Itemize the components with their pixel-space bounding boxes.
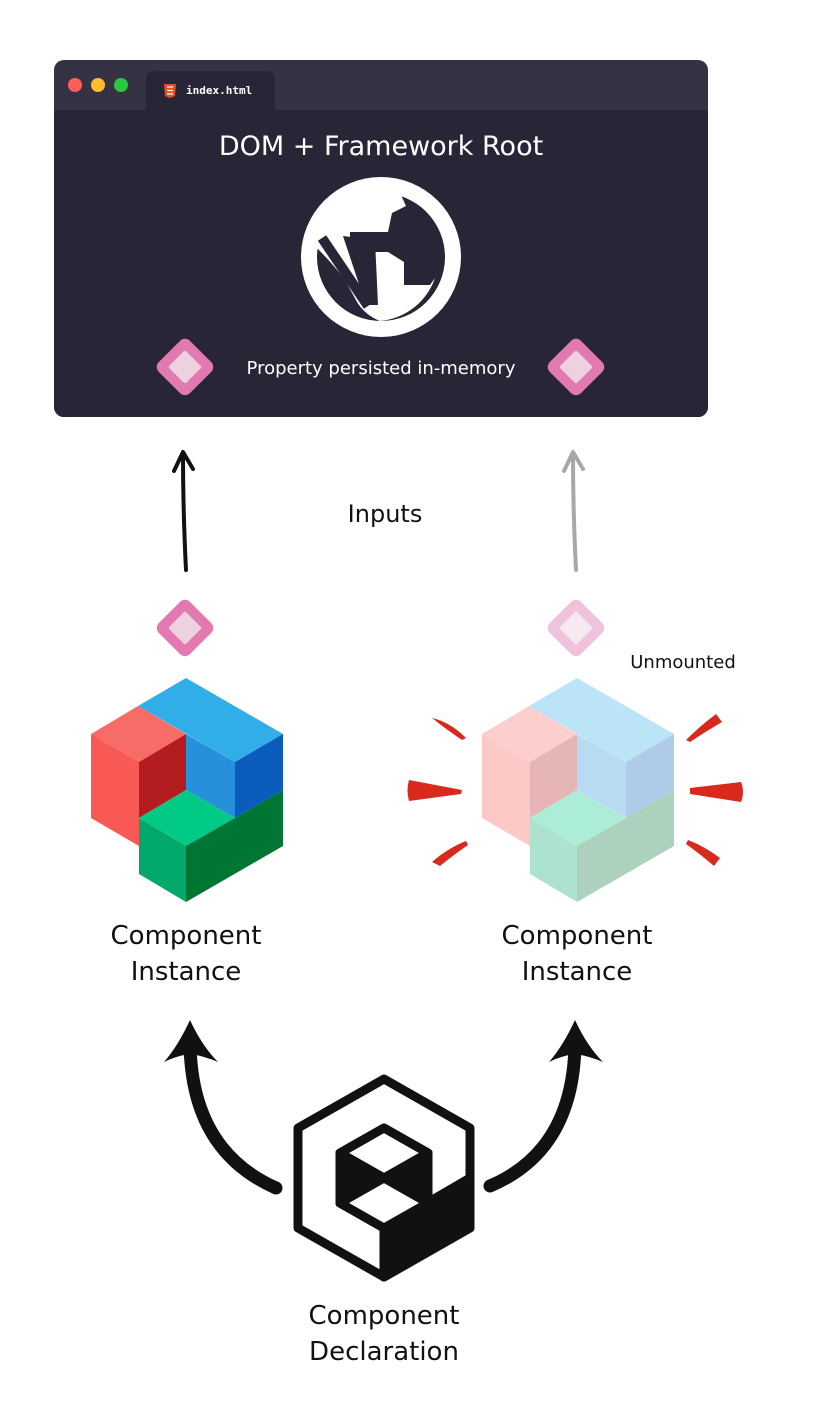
globe-icon <box>301 177 461 337</box>
root-title: DOM + Framework Root <box>219 131 543 162</box>
instance-left-label-line2: Instance <box>131 957 242 987</box>
instance-left-label-line1: Component <box>111 921 262 951</box>
close-window-button[interactable] <box>68 78 82 92</box>
unmounted-label: Unmounted <box>630 652 736 673</box>
minimize-window-button[interactable] <box>91 78 105 92</box>
declaration-label-line2: Declaration <box>309 1337 459 1367</box>
maximize-window-button[interactable] <box>114 78 128 92</box>
unmount-burst-icon <box>407 714 743 866</box>
html5-icon <box>164 84 176 98</box>
diamond-icon-left <box>156 338 214 396</box>
property-label: Property persisted in-memory <box>247 358 516 379</box>
cube-icon-unmounted <box>482 678 674 902</box>
tab-label: index.html <box>186 84 252 97</box>
diamond-icon-right <box>547 338 605 396</box>
instantiate-arrow-left <box>164 1020 283 1195</box>
input-arrow-left <box>172 450 195 572</box>
cube-icon <box>91 678 283 902</box>
diamond-icon-instance-right <box>547 599 605 657</box>
browser-window: index.html DOM + Framework Root Property… <box>54 60 708 417</box>
instantiate-arrow-right <box>483 1020 603 1193</box>
cube-outline-icon <box>293 1074 475 1282</box>
inputs-label: Inputs <box>348 500 423 528</box>
instance-right-label-line2: Instance <box>522 957 633 987</box>
diamond-icon-instance-left <box>156 599 214 657</box>
input-arrow-right <box>562 450 585 572</box>
declaration-label-line1: Component <box>309 1301 460 1331</box>
browser-tab[interactable] <box>146 71 275 110</box>
instance-right-label-line1: Component <box>502 921 653 951</box>
